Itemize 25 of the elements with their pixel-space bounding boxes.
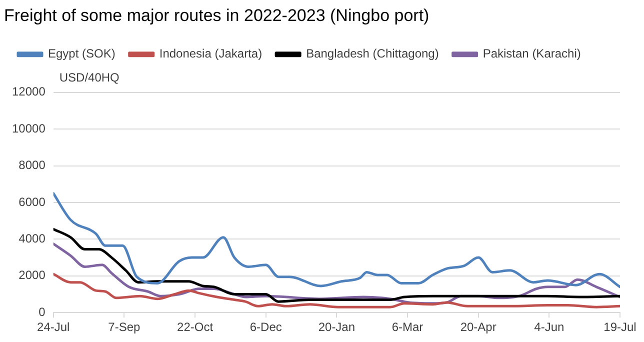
y-tick-label: 12000 — [12, 84, 46, 99]
legend-label: Bangladesh (Chittagong) — [306, 46, 439, 61]
x-tick-label: 19-Jul — [604, 320, 636, 334]
y-tick-label: 4000 — [18, 232, 46, 246]
y-tick-label: 2000 — [18, 268, 46, 282]
line-series — [53, 228, 620, 303]
line-series — [53, 192, 620, 288]
x-tick-label: 20-Apr — [460, 320, 496, 334]
y-axis-title: USD/40HQ — [59, 70, 120, 85]
y-tick-label: 0 — [38, 304, 46, 319]
x-tick-label: 20-Jan — [318, 320, 356, 334]
x-tick-label: 22-Oct — [177, 320, 214, 334]
line-series — [53, 272, 620, 308]
y-tick-label: 6000 — [18, 194, 46, 209]
legend-label: Indonesia (Jakarta) — [159, 46, 262, 61]
x-tick-label: 4-Jun — [534, 320, 564, 334]
x-tick-label: 7-Sep — [108, 320, 141, 334]
x-tick-label: 6-Dec — [250, 320, 282, 334]
y-tick-label: 8000 — [18, 158, 46, 172]
x-tick-label: 6-Mar — [392, 320, 424, 334]
chart-title: Freight of some major routes in 2022-2023 (Ningbo port) — [4, 6, 430, 25]
legend-label: Pakistan (Karachi) — [482, 46, 581, 61]
x-tick-label: 24-Jul — [37, 320, 70, 334]
y-tick-label: 10000 — [12, 121, 46, 136]
legend-label: Egypt (SOK) — [48, 46, 116, 61]
